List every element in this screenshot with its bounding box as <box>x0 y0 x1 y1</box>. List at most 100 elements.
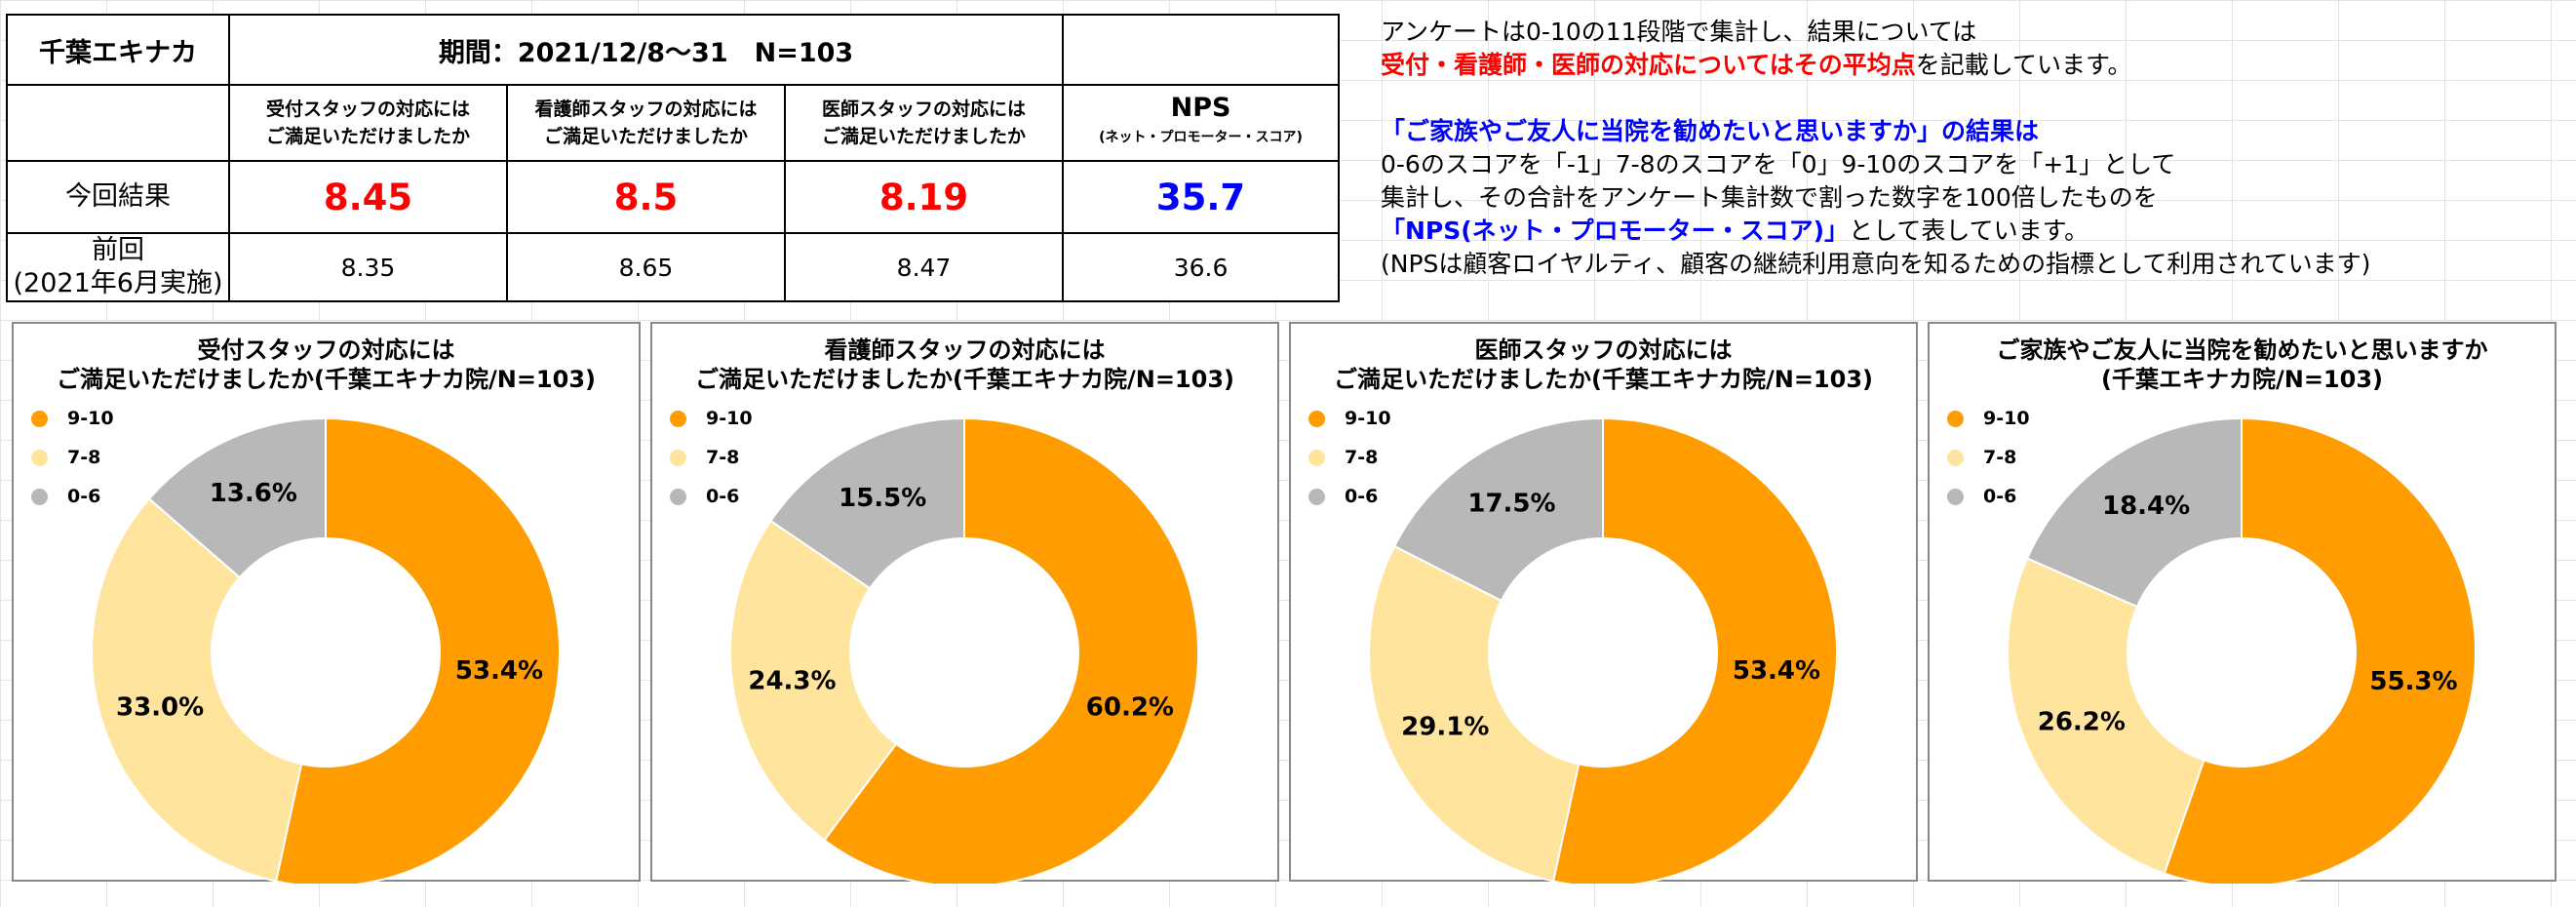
explanation-notes: アンケートは0-10の11段階で集計し、結果については 受付・看護師・医師の対応… <box>1381 16 2570 281</box>
donut-slice-9-10 <box>823 416 1199 884</box>
donut-slice-9-10 <box>274 416 561 884</box>
previous-doctor-score: 8.47 <box>783 232 1065 302</box>
legend-swatch <box>1308 449 1325 466</box>
row-label-current: 今回結果 <box>6 160 230 234</box>
current-doctor-score: 8.19 <box>783 160 1065 234</box>
donut-slice-7-8 <box>1368 544 1581 883</box>
previous-reception-score: 8.35 <box>228 232 508 302</box>
legend-label: 0-6 <box>1983 486 2017 507</box>
legend-swatch <box>670 410 686 427</box>
chart-reception: 受付スタッフの対応には ご満足いただけましたか(千葉エキナカ院/N=103) 9… <box>12 322 641 884</box>
note-line: 「ご家族やご友人に当院を勧めたいと思いますか」の結果は <box>1381 117 2040 145</box>
chart-title-line: ご家族やご友人に当院を勧めたいと思いますか <box>1996 336 2488 364</box>
donut-chart: 60.2% 24.3% 15.5% <box>729 416 1199 884</box>
current-nurse-score: 8.5 <box>506 160 786 234</box>
note-text: を記載しています。 <box>1915 51 2132 79</box>
legend-item: 0-6 <box>1308 477 1391 516</box>
slice-value-label: 33.0% <box>116 692 204 722</box>
legend-swatch <box>1308 488 1325 505</box>
chart-title-line: 看護師スタッフの対応には <box>824 336 1106 364</box>
header-nurse: 看護師スタッフの対応には ご満足いただけましたか <box>506 84 786 162</box>
donut-slice-7-8 <box>91 497 303 883</box>
chart-legend: 9-10 7-8 0-6 <box>670 399 753 516</box>
legend-item: 9-10 <box>1308 399 1391 438</box>
previous-nurse-score: 8.65 <box>506 232 786 302</box>
chart-title-line: ご満足いただけましたか(千葉エキナカ院/N=103) <box>1334 366 1873 393</box>
legend-item: 9-10 <box>670 399 753 438</box>
legend-label: 0-6 <box>706 486 740 507</box>
note-highlight: 「NPS(ネット・プロモーター・スコア)」 <box>1381 217 1850 245</box>
chart-title-line: ご満足いただけましたか(千葉エキナカ院/N=103) <box>695 366 1234 393</box>
legend-label: 9-10 <box>706 408 753 429</box>
legend-label: 0-6 <box>1345 486 1379 507</box>
legend-item: 7-8 <box>670 438 753 477</box>
donut-slice-0-6 <box>1392 416 1604 603</box>
legend-label: 9-10 <box>1983 408 2030 429</box>
legend-label: 7-8 <box>706 447 740 468</box>
period-header: 期間：2021/12/8〜31 N=103 <box>227 14 1065 86</box>
legend-label: 7-8 <box>1983 447 2017 468</box>
row-label-line: (2021年6月実施) <box>13 268 223 298</box>
donut-slice-0-6 <box>147 416 327 579</box>
donut-chart: 53.4% 33.0% 13.6% <box>91 416 561 884</box>
note-line: 集計し、その合計をアンケート集計数で割った数字を100倍したものを <box>1381 183 2158 212</box>
chart-title-line: 医師スタッフの対応には <box>1474 336 1733 364</box>
empty-cell <box>1062 14 1341 86</box>
row-label-line: 前回 <box>92 235 144 265</box>
slice-value-label: 15.5% <box>839 484 926 513</box>
header-line: ご満足いただけましたか <box>265 126 470 147</box>
row-label-previous: 前回 (2021年6月実施) <box>6 232 230 302</box>
slice-value-label: 53.4% <box>1733 656 1820 686</box>
header-line: ご満足いただけましたか <box>822 126 1027 147</box>
summary-table: 千葉エキナカ 期間：2021/12/8〜31 N=103 受付スタッフの対応には… <box>6 14 1341 302</box>
slice-value-label: 17.5% <box>1467 489 1555 518</box>
legend-label: 9-10 <box>1345 408 1391 429</box>
chart-legend: 9-10 7-8 0-6 <box>1308 399 1391 516</box>
slice-value-label: 24.3% <box>748 667 836 696</box>
chart-title-line: (千葉エキナカ院/N=103) <box>2101 366 2383 393</box>
note-line: 受付・看護師・医師の対応についてはその平均点を記載しています。 <box>1381 49 2570 82</box>
slice-value-label: 18.4% <box>2102 492 2190 521</box>
slice-value-label: 13.6% <box>210 479 297 508</box>
legend-swatch <box>670 449 686 466</box>
note-line: (NPSは顧客ロイヤルティ、顧客の継続利用意向を知るための指標として利用されてい… <box>1381 250 2371 278</box>
donut-slice-9-10 <box>1551 416 1838 884</box>
legend-swatch <box>1947 488 1964 505</box>
note-line: 0-6のスコアを「-1」7-8のスコアを「0」9-10のスコアを「+1」として <box>1381 150 2176 178</box>
chart-recommend: ご家族やご友人に当院を勧めたいと思いますか (千葉エキナカ院/N=103) 9-… <box>1928 322 2556 884</box>
chart-nurse: 看護師スタッフの対応には ご満足いただけましたか(千葉エキナカ院/N=103) … <box>650 322 1279 884</box>
donut-chart: 53.4% 29.1% 17.5% <box>1368 416 1838 884</box>
legend-item: 0-6 <box>670 477 753 516</box>
legend-label: 0-6 <box>67 486 101 507</box>
chart-title: ご家族やご友人に当院を勧めたいと思いますか (千葉エキナカ院/N=103) <box>1930 335 2555 394</box>
chart-doctor: 医師スタッフの対応には ご満足いただけましたか(千葉エキナカ院/N=103) 9… <box>1289 322 1918 884</box>
legend-item: 9-10 <box>1947 399 2030 438</box>
header-line: 受付スタッフの対応には <box>265 99 470 120</box>
donut-chart: 55.3% 26.2% 18.4% <box>2007 416 2477 884</box>
header-reception: 受付スタッフの対応には ご満足いただけましたか <box>228 84 508 162</box>
legend-swatch <box>1947 410 1964 427</box>
slice-value-label: 55.3% <box>2369 667 2457 696</box>
donut-slice-7-8 <box>729 519 898 842</box>
chart-title-line: 受付スタッフの対応には <box>197 336 455 364</box>
legend-swatch <box>31 488 48 505</box>
legend-item: 7-8 <box>1947 438 2030 477</box>
legend-swatch <box>31 410 48 427</box>
legend-label: 7-8 <box>67 447 101 468</box>
header-line: NPS <box>1170 93 1231 123</box>
slice-value-label: 60.2% <box>1086 692 1174 722</box>
legend-item: 0-6 <box>1947 477 2030 516</box>
header-doctor: 医師スタッフの対応には ご満足いただけましたか <box>783 84 1065 162</box>
legend-item: 0-6 <box>31 477 114 516</box>
legend-item: 7-8 <box>1308 438 1391 477</box>
clinic-name: 千葉エキナカ <box>6 14 230 86</box>
header-line: 医師スタッフの対応には <box>822 99 1027 120</box>
legend-label: 9-10 <box>67 408 114 429</box>
legend-item: 7-8 <box>31 438 114 477</box>
legend-item: 9-10 <box>31 399 114 438</box>
donut-slice-0-6 <box>769 416 965 590</box>
chart-title: 受付スタッフの対応には ご満足いただけましたか(千葉エキナカ院/N=103) <box>14 335 639 394</box>
slice-value-label: 26.2% <box>2038 707 2126 736</box>
note-line: アンケートは0-10の11段階で集計し、結果については <box>1381 18 1977 46</box>
donut-slice-0-6 <box>2025 416 2243 609</box>
